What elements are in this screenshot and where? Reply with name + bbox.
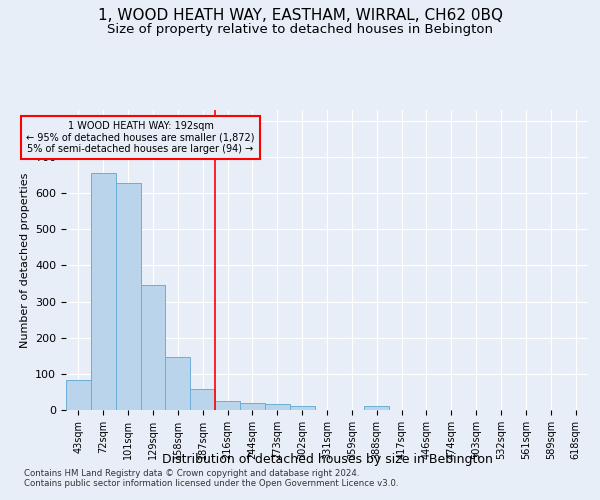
Text: 1, WOOD HEATH WAY, EASTHAM, WIRRAL, CH62 0BQ: 1, WOOD HEATH WAY, EASTHAM, WIRRAL, CH62… [97,8,503,22]
Bar [91,172,116,410]
Bar [140,284,166,410]
Bar [265,404,290,410]
Text: Distribution of detached houses by size in Bebington: Distribution of detached houses by size … [161,452,493,466]
Bar [116,184,140,410]
Text: 1 WOOD HEATH WAY: 192sqm
← 95% of detached houses are smaller (1,872)
5% of semi: 1 WOOD HEATH WAY: 192sqm ← 95% of detach… [26,121,255,154]
Text: Contains HM Land Registry data © Crown copyright and database right 2024.: Contains HM Land Registry data © Crown c… [24,468,359,477]
Bar [290,406,314,410]
Text: Size of property relative to detached houses in Bebington: Size of property relative to detached ho… [107,22,493,36]
Bar [166,357,190,410]
Bar [66,380,91,410]
Bar [364,406,389,410]
Text: Contains public sector information licensed under the Open Government Licence v3: Contains public sector information licen… [24,478,398,488]
Bar [240,403,265,410]
Y-axis label: Number of detached properties: Number of detached properties [20,172,29,348]
Bar [215,401,240,410]
Bar [190,390,215,410]
